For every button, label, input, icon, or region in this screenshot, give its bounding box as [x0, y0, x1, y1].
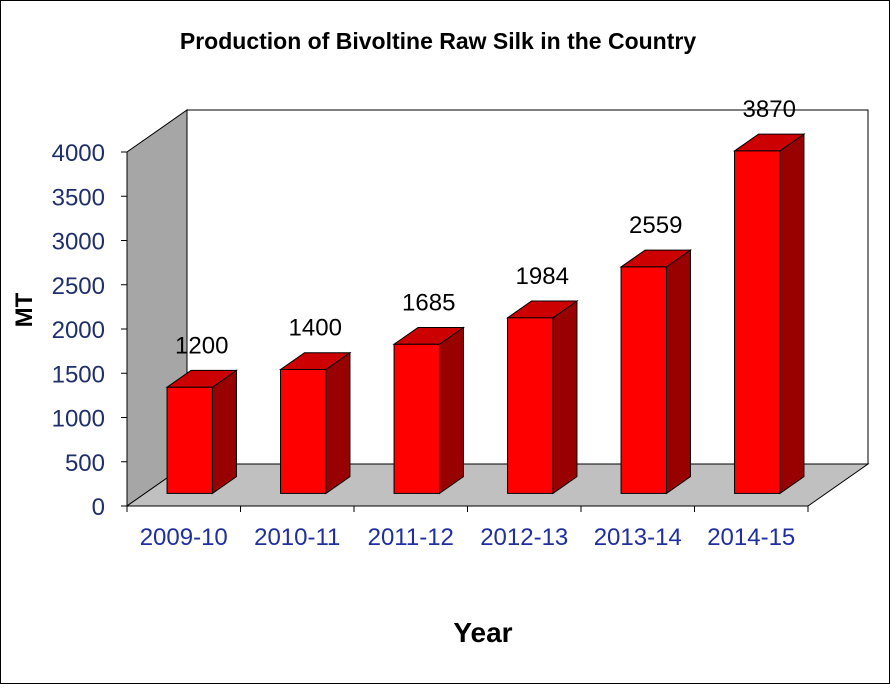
y-tick-label: 2500 — [52, 273, 105, 300]
data-label: 2559 — [629, 212, 682, 239]
y-tick-label: 500 — [65, 450, 105, 477]
data-label: 1400 — [289, 315, 342, 342]
x-tick-label: 2013-14 — [594, 524, 682, 551]
bar-front — [507, 317, 554, 494]
bar-front — [393, 343, 440, 494]
bar-front — [166, 386, 213, 494]
bar-side — [211, 369, 237, 495]
y-tick-label: 2000 — [52, 317, 105, 344]
bar — [619, 249, 693, 495]
bar-side — [779, 133, 805, 495]
x-tick-label: 2012-13 — [480, 524, 568, 551]
bars — [165, 133, 806, 495]
chart-title: Production of Bivoltine Raw Silk in the … — [180, 28, 696, 54]
x-tick-label: 2009-10 — [140, 524, 228, 551]
bar — [278, 351, 352, 495]
bar — [165, 369, 239, 495]
y-tick-label: 0 — [92, 494, 105, 521]
y-tick-label: 1000 — [52, 406, 105, 433]
x-tick-label: 2011-12 — [368, 524, 454, 551]
data-labels: 1200 1400 1685 1984 2559 3870 — [175, 96, 796, 359]
data-label: 1984 — [516, 263, 569, 290]
y-axis-ticks: 0 500 1000 1500 2000 2500 3000 3500 4000 — [52, 140, 128, 521]
bar-side — [438, 326, 464, 495]
bar-side — [552, 300, 578, 495]
y-tick-label: 3500 — [52, 184, 105, 211]
data-label: 1200 — [175, 332, 228, 359]
x-tick-label: 2010-11 — [254, 524, 340, 551]
bar-front — [620, 266, 667, 494]
bar — [505, 300, 579, 495]
y-tick-label: 3000 — [52, 229, 105, 256]
bar — [392, 326, 466, 495]
y-tick-label: 4000 — [52, 140, 105, 167]
bar-front — [734, 150, 781, 494]
data-label: 1685 — [402, 289, 455, 316]
y-tick-label: 1500 — [52, 361, 105, 388]
x-tick-label: 2014-15 — [707, 524, 795, 551]
bar-front — [280, 369, 327, 494]
bar-side — [665, 249, 691, 495]
x-axis-title: Year — [453, 617, 512, 648]
bar — [732, 133, 806, 495]
data-label: 3870 — [743, 96, 796, 123]
bar-side — [325, 351, 351, 495]
y-axis-title: MT — [11, 292, 38, 327]
x-axis-ticks: 2009-10 2010-11 2011-12 2012-13 2013-14 2014-… — [126, 505, 809, 551]
